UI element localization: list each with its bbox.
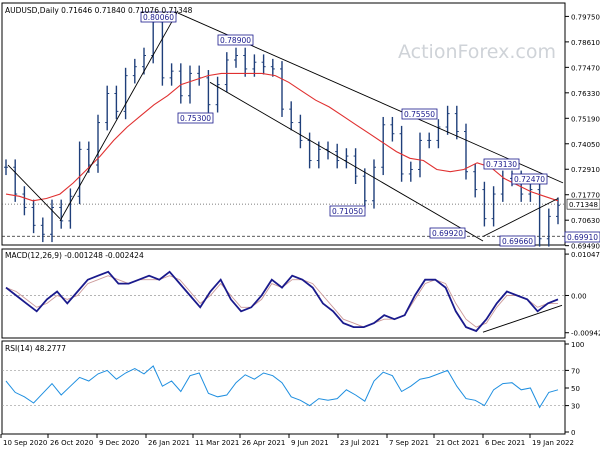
current-price-tag-box [566,198,600,210]
rsi-y-tick-label: 70 [571,367,580,375]
price-annotation-label: 0.75550 [404,110,435,119]
rsi-y-tick-label: 100 [571,341,584,349]
price-annotation-box [564,231,600,243]
macd-main-line [5,270,559,333]
macd-header: MACD(12,26,9) -0.001248 -0.002424 [5,251,144,260]
price-annotation: 0.75550 [401,108,438,120]
price-annotation: 0.72470 [511,173,548,185]
price-y-tick-label: 0.72910 [571,166,600,174]
price-annotation: 0.69660 [499,235,536,247]
trendline [482,198,559,237]
x-tick-label: 9 Dec 2020 [99,439,139,447]
macd-plot [2,270,565,333]
price-annotation: 0.80060 [140,11,177,23]
price-annotation-label: 0.69920 [432,229,463,238]
x-tick-label: 11 Mar 2021 [195,439,239,447]
x-axis: 10 Sep 2020 26 Oct 2020 9 Dec 2020 26 Jan 2… [0,434,574,447]
price-y-tick-label: 0.74050 [571,141,600,149]
price-y-tick-label: 0.69490 [571,243,600,251]
rsi-header: RSI(14) 48.2777 [5,344,66,353]
x-tick-label: 21 Oct 2021 [436,439,479,447]
macd-y-tick-label: 0.00 [571,292,587,300]
price-annotation: 0.73130 [483,158,520,170]
price-y-tick-label: 0.71770 [571,192,600,200]
price-plot: 0.80060 0.78900 0.75300 0.75550 0.73130 0.724… [2,10,600,247]
x-tick-label: 9 Jun 2021 [291,439,329,447]
rsi-line [5,365,559,409]
x-tick-label: 26 Apr 2021 [242,439,285,447]
price-y-tick-label: 0.76330 [571,90,600,98]
price-annotation: 0.75300 [177,112,214,124]
price-annotation-label: 0.75300 [180,114,211,123]
price-annotation-box [140,11,177,23]
macd-y-tick-label: 0.010472 [571,251,600,259]
current-price-tag-label: 0.71348 [569,201,598,209]
price-annotation-label: 0.73130 [486,160,517,169]
x-tick-label: 23 Jul 2021 [340,439,380,447]
trendline [209,81,484,242]
price-annotation-box [329,205,366,217]
rsi-y-axis: 100 70 50 30 0 [565,341,584,437]
x-tick-label: 6 Dec 2021 [485,439,525,447]
price-annotation-box [217,34,254,46]
price-annotation-label: 0.69910 [567,233,598,242]
rsi-y-tick-label: 50 [571,385,580,393]
price-annotation-box [177,112,214,124]
price-annotation: 0.78900 [217,34,254,46]
macd-panel-frame [1,248,566,339]
price-header: AUDUSD,Daily 0.71646 0.71840 0.71076 0.7… [5,6,193,15]
current-price-tag: 0.71348 [566,198,600,210]
x-tick-label: 7 Sep 2021 [389,439,429,447]
rsi-y-tick-label: 30 [571,403,580,411]
x-tick-label: 10 Sep 2020 [3,439,47,447]
price-y-tick-label: 0.70630 [571,217,600,225]
price-annotation-box [511,173,548,185]
macd-y-axis: 0.010472 0.00 -0.009426 [565,251,600,338]
macd-y-tick-label: -0.009426 [571,330,600,338]
price-panel-frame [1,2,566,246]
moving-average-line [5,72,559,202]
trendline [7,164,61,219]
price-annotation-label: 0.78900 [220,36,251,45]
price-annotation-box [483,158,520,170]
price-annotation: 0.69920 [429,227,466,239]
price-y-tick-label: 0.79750 [571,13,600,21]
rsi-y-tick-label: 0 [571,429,575,437]
x-tick-label: 26 Jan 2021 [148,439,190,447]
x-tick-label: 19 Jan 2022 [532,439,574,447]
price-annotation-label: 0.69660 [502,237,533,246]
price-annotation: 0.69910 [564,231,600,243]
rsi-plot [2,365,565,409]
price-y-tick-label: 0.75190 [571,115,600,123]
price-y-axis: 0.79750 0.78610 0.77470 0.76330 0.75190 0.740… [565,13,600,251]
price-annotation: 0.71050 [329,205,366,217]
price-y-tick-label: 0.77470 [571,64,600,72]
x-tick-label: 26 Oct 2020 [50,439,93,447]
watermark: ActionForex.com [398,41,556,63]
price-annotation-label: 0.72470 [514,175,545,184]
price-annotation-box [401,108,438,120]
price-annotation-box [429,227,466,239]
price-y-tick-label: 0.78610 [571,39,600,47]
trendline [59,10,179,222]
price-annotation-box [499,235,536,247]
macd-trendline [482,304,563,333]
price-annotation-label: 0.71050 [332,207,363,216]
price-annotation-label: 0.80060 [143,13,174,22]
